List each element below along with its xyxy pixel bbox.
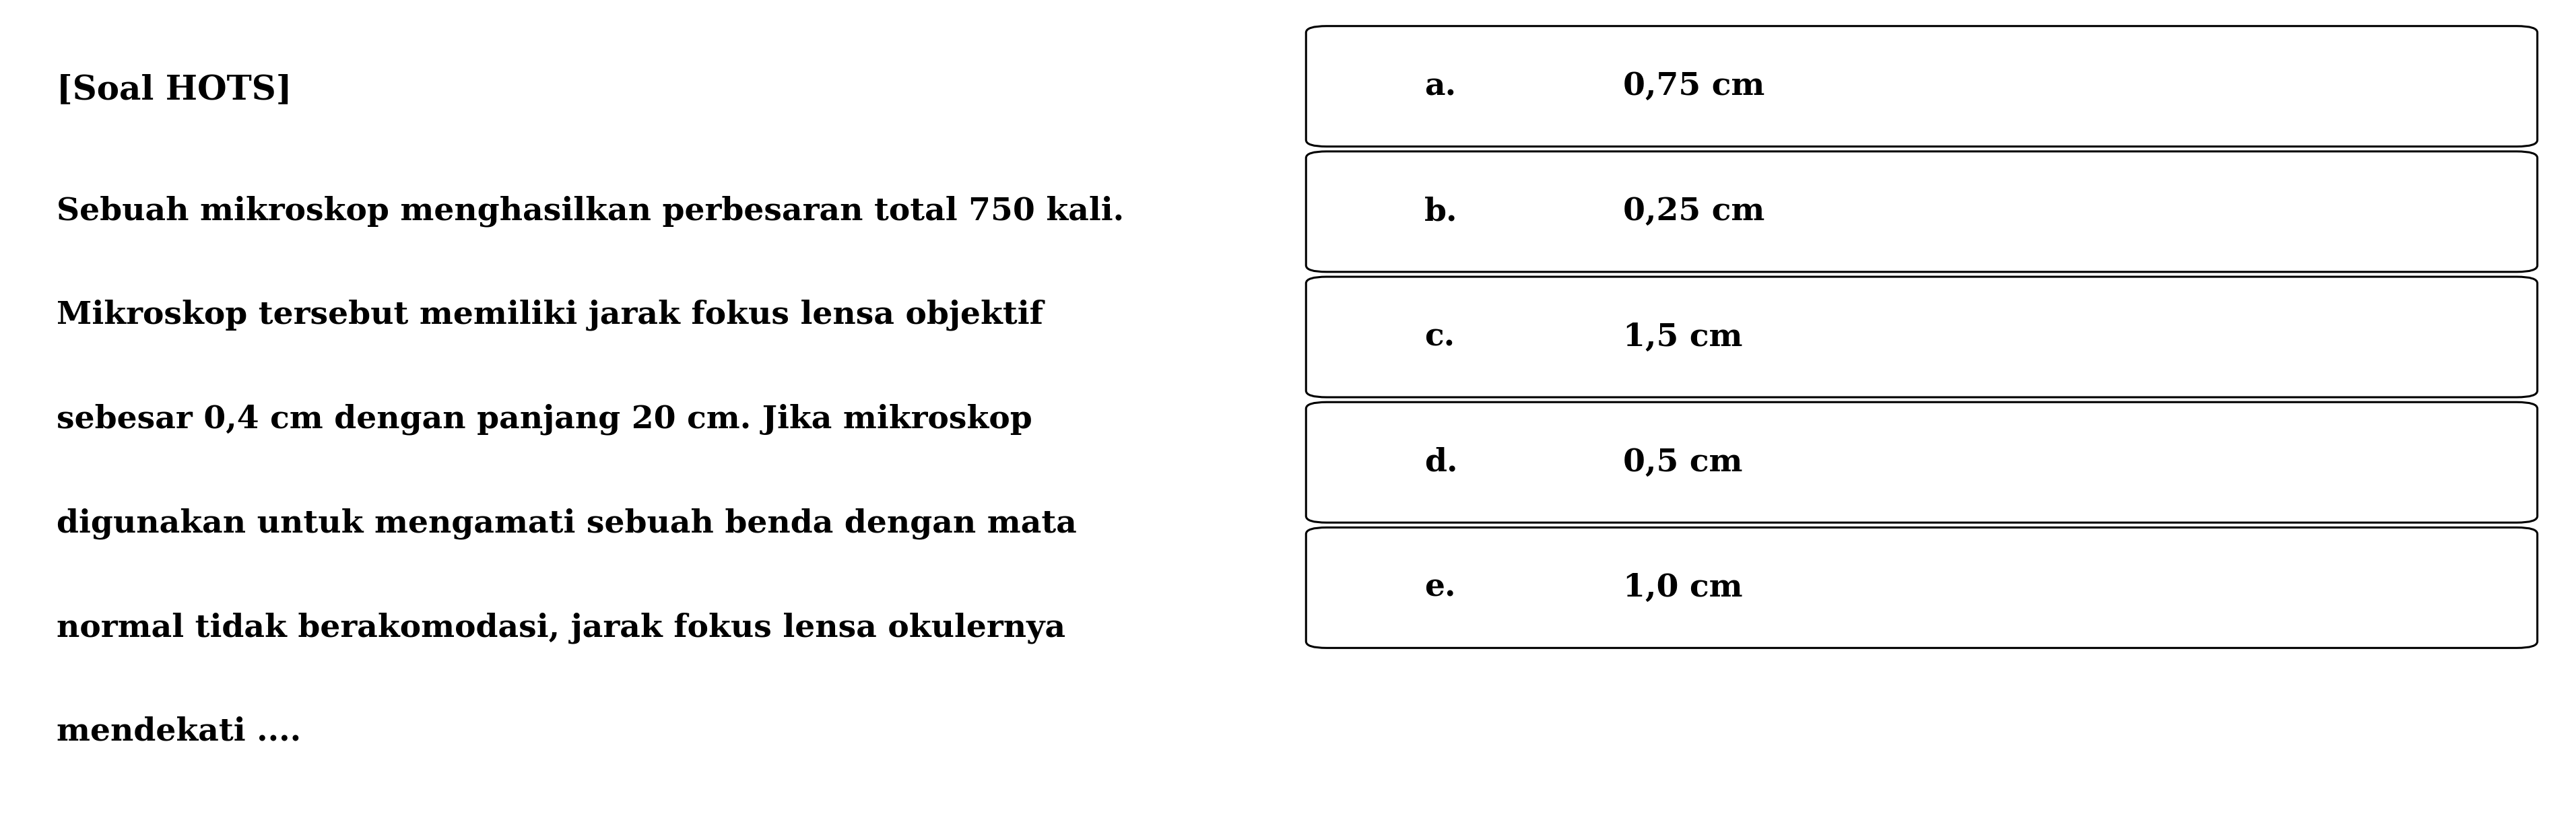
Text: Sebuah mikroskop menghasilkan perbesaran total 750 kali.: Sebuah mikroskop menghasilkan perbesaran… <box>57 195 1123 226</box>
Text: a.: a. <box>1425 71 1455 102</box>
FancyBboxPatch shape <box>1306 277 2537 397</box>
Text: e.: e. <box>1425 572 1455 603</box>
Text: 0,75 cm: 0,75 cm <box>1623 71 1765 102</box>
Text: Mikroskop tersebut memiliki jarak fokus lensa objektif: Mikroskop tersebut memiliki jarak fokus … <box>57 300 1043 330</box>
Text: 0,25 cm: 0,25 cm <box>1623 196 1765 227</box>
Text: digunakan untuk mengamati sebuah benda dengan mata: digunakan untuk mengamati sebuah benda d… <box>57 508 1077 539</box>
FancyBboxPatch shape <box>1306 26 2537 147</box>
Text: sebesar 0,4 cm dengan panjang 20 cm. Jika mikroskop: sebesar 0,4 cm dengan panjang 20 cm. Jik… <box>57 404 1033 435</box>
Text: mendekati ....: mendekati .... <box>57 716 301 747</box>
Text: [Soal HOTS]: [Soal HOTS] <box>57 73 291 107</box>
Text: c.: c. <box>1425 322 1455 352</box>
Text: d.: d. <box>1425 447 1458 478</box>
FancyBboxPatch shape <box>1306 151 2537 272</box>
Text: 1,0 cm: 1,0 cm <box>1623 572 1741 603</box>
FancyBboxPatch shape <box>1306 402 2537 523</box>
FancyBboxPatch shape <box>1306 527 2537 648</box>
Text: 1,5 cm: 1,5 cm <box>1623 322 1741 352</box>
Text: normal tidak berakomodasi, jarak fokus lensa okulernya: normal tidak berakomodasi, jarak fokus l… <box>57 612 1066 643</box>
Text: 0,5 cm: 0,5 cm <box>1623 447 1741 478</box>
Text: b.: b. <box>1425 196 1458 227</box>
